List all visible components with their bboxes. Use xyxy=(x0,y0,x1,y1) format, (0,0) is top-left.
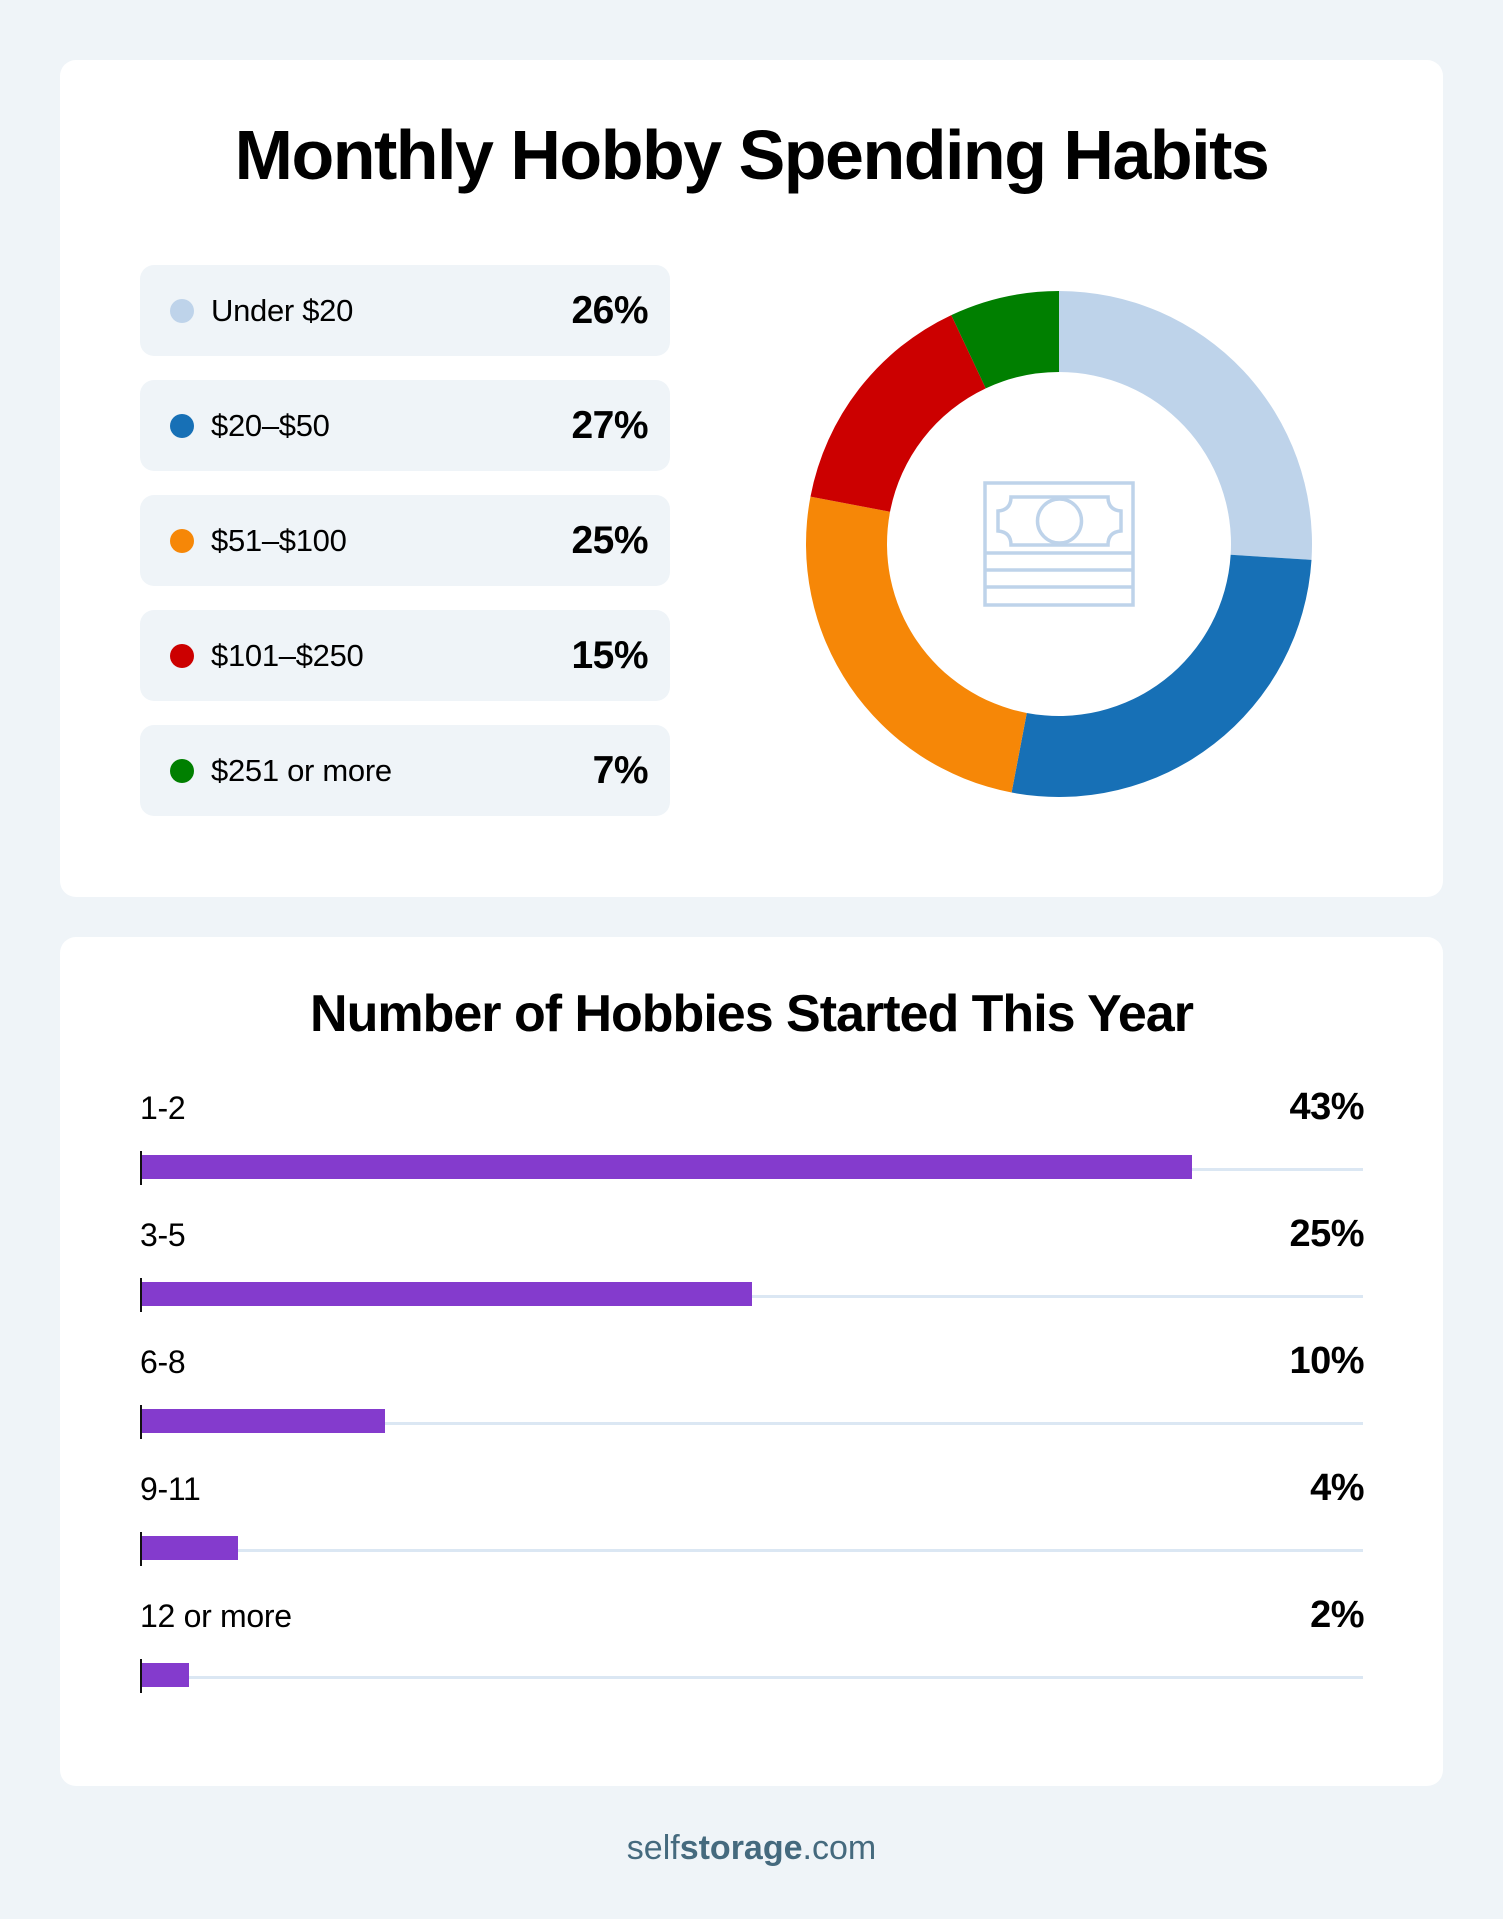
axis-tick xyxy=(140,1532,142,1566)
bar-row-9-11: 9-11 4% xyxy=(140,1469,1364,1600)
spending-chart-title: Monthly Hobby Spending Habits xyxy=(234,116,1270,194)
bar-row-12-plus: 12 or more 2% xyxy=(140,1596,1364,1727)
bar-row-6-8: 6-8 10% xyxy=(140,1342,1364,1473)
bar-fill xyxy=(141,1155,1192,1179)
legend-label: Under $20 xyxy=(211,293,354,328)
bar-label: 6-8 xyxy=(140,1344,186,1380)
spending-card: Monthly Hobby Spending Habits Under $20 … xyxy=(60,60,1443,897)
legend-value: 25% xyxy=(571,519,648,562)
bar-value: 43% xyxy=(1289,1086,1364,1128)
legend-item-20-50: $20–$50 27% xyxy=(140,380,670,471)
legend-value: 7% xyxy=(592,749,649,792)
axis-tick xyxy=(140,1405,142,1439)
donut-segment xyxy=(806,496,1027,793)
bar-label: 12 or more xyxy=(140,1598,292,1634)
spending-legend: Under $20 26% $20–$50 27% $51–$100 25% $… xyxy=(140,265,670,840)
hobbies-card: Number of Hobbies Started This Year 1-2 … xyxy=(60,937,1443,1786)
legend-item-251-plus: $251 or more 7% xyxy=(140,725,670,816)
money-stack-icon xyxy=(983,481,1135,607)
spending-donut-chart xyxy=(806,291,1312,797)
hobbies-chart-title: Number of Hobbies Started This Year xyxy=(310,985,1194,1043)
donut-segment xyxy=(810,315,986,512)
legend-label: $101–$250 xyxy=(211,638,364,673)
legend-dot-icon xyxy=(170,759,194,783)
donut-segment xyxy=(951,291,1059,389)
legend-item-51-100: $51–$100 25% xyxy=(140,495,670,586)
donut-segment xyxy=(1059,291,1312,560)
legend-dot-icon xyxy=(170,299,194,323)
bar-track xyxy=(140,1676,1363,1679)
bar-value: 2% xyxy=(1310,1594,1364,1636)
bar-value: 25% xyxy=(1289,1213,1364,1255)
brand-suffix: .com xyxy=(802,1829,877,1867)
hobbies-bar-chart: 1-2 43% 3-5 25% 6-8 10% 9-11 4% xyxy=(140,1088,1364,1727)
legend-value: 15% xyxy=(571,634,648,677)
legend-label: $20–$50 xyxy=(211,408,330,443)
bar-label: 3-5 xyxy=(140,1217,186,1253)
bar-row-3-5: 3-5 25% xyxy=(140,1215,1364,1346)
bar-track xyxy=(140,1549,1363,1552)
bar-fill xyxy=(141,1536,238,1560)
bar-fill xyxy=(141,1282,752,1306)
bar-fill xyxy=(141,1409,385,1433)
legend-value: 26% xyxy=(571,289,648,332)
legend-dot-icon xyxy=(170,529,194,553)
legend-value: 27% xyxy=(571,404,648,447)
legend-label: $51–$100 xyxy=(211,523,347,558)
axis-tick xyxy=(140,1151,142,1185)
axis-tick xyxy=(140,1659,142,1693)
legend-label: $251 or more xyxy=(211,753,392,788)
axis-tick xyxy=(140,1278,142,1312)
legend-item-101-250: $101–$250 15% xyxy=(140,610,670,701)
brand-logo: selfstorage.com xyxy=(0,1831,1503,1865)
bar-fill xyxy=(141,1663,189,1687)
bar-label: 9-11 xyxy=(140,1471,201,1507)
bar-value: 4% xyxy=(1310,1467,1364,1509)
bar-row-1-2: 1-2 43% xyxy=(140,1088,1364,1219)
legend-dot-icon xyxy=(170,644,194,668)
brand-bold: storage xyxy=(679,1829,803,1867)
brand-prefix: self xyxy=(626,1829,680,1867)
bar-value: 10% xyxy=(1289,1340,1364,1382)
bar-track xyxy=(140,1422,1363,1425)
bar-label: 1-2 xyxy=(140,1090,186,1126)
donut-segment xyxy=(1011,554,1312,797)
legend-dot-icon xyxy=(170,414,194,438)
legend-item-under-20: Under $20 26% xyxy=(140,265,670,356)
